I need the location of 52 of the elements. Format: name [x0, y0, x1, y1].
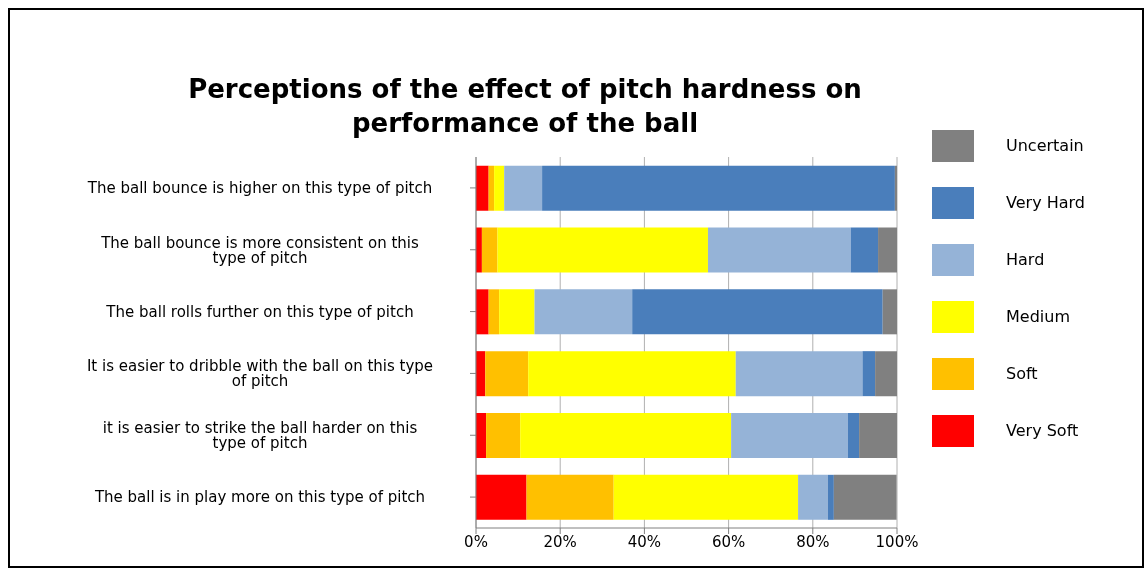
- bar: [542, 165, 895, 211]
- x-tick-label: 80%: [796, 532, 830, 551]
- bar: [485, 351, 529, 397]
- legend-label: Very Hard: [1006, 193, 1085, 212]
- bar: [878, 227, 897, 273]
- bar: [534, 289, 633, 335]
- y-tick-label: It is easier to dribble with the ball on this type of pitch: [86, 357, 434, 391]
- bar: [850, 227, 879, 273]
- y-tick-label: The ball rolls further on this type of pitch: [105, 302, 414, 321]
- legend-label: Uncertain: [1006, 136, 1084, 155]
- x-tick-label: 0%: [464, 532, 488, 551]
- bar: [494, 165, 505, 211]
- legend-label: Soft: [1006, 364, 1038, 383]
- bar: [859, 412, 897, 458]
- chart-title: Perceptions of the effect of pitch hardness on performance of the ball: [187, 73, 863, 140]
- bar: [731, 412, 848, 458]
- bar: [488, 165, 495, 211]
- bar: [504, 165, 543, 211]
- y-tick-label: The ball bounce is more consistent on this type of pitch: [100, 233, 419, 267]
- bar: [882, 289, 897, 335]
- y-tick-label: The ball is in play more on this type of pitch: [93, 488, 426, 507]
- bar: [497, 227, 708, 273]
- bar: [476, 165, 489, 211]
- legend-label: Medium: [1006, 307, 1070, 326]
- bar: [735, 351, 863, 397]
- bar: [528, 351, 736, 397]
- bar: [798, 474, 828, 520]
- y-tick-label: The ball bounce is higher on this type of pitch: [86, 179, 433, 198]
- bar: [875, 351, 897, 397]
- bar: [476, 289, 489, 335]
- bar: [707, 227, 851, 273]
- bar: [476, 474, 527, 520]
- y-tick-label: it is easier to strike the ball harder on this type of pitch: [102, 419, 418, 453]
- bar: [520, 412, 732, 458]
- bar: [862, 351, 876, 397]
- bar: [827, 474, 834, 520]
- legend-label: Hard: [1006, 250, 1045, 269]
- bar: [632, 289, 883, 335]
- x-tick-label: 100%: [875, 532, 919, 551]
- bar: [833, 474, 897, 520]
- bar: [847, 412, 860, 458]
- bar: [481, 227, 498, 273]
- x-tick-label: 40%: [627, 532, 662, 551]
- legend-label: Very Soft: [1006, 421, 1079, 440]
- bar: [526, 474, 614, 520]
- x-tick-label: 60%: [711, 532, 746, 551]
- bar: [894, 165, 897, 211]
- bar: [486, 412, 521, 458]
- bar: [613, 474, 799, 520]
- bar: [499, 289, 535, 335]
- bar: [488, 289, 500, 335]
- x-tick-label: 20%: [543, 532, 577, 551]
